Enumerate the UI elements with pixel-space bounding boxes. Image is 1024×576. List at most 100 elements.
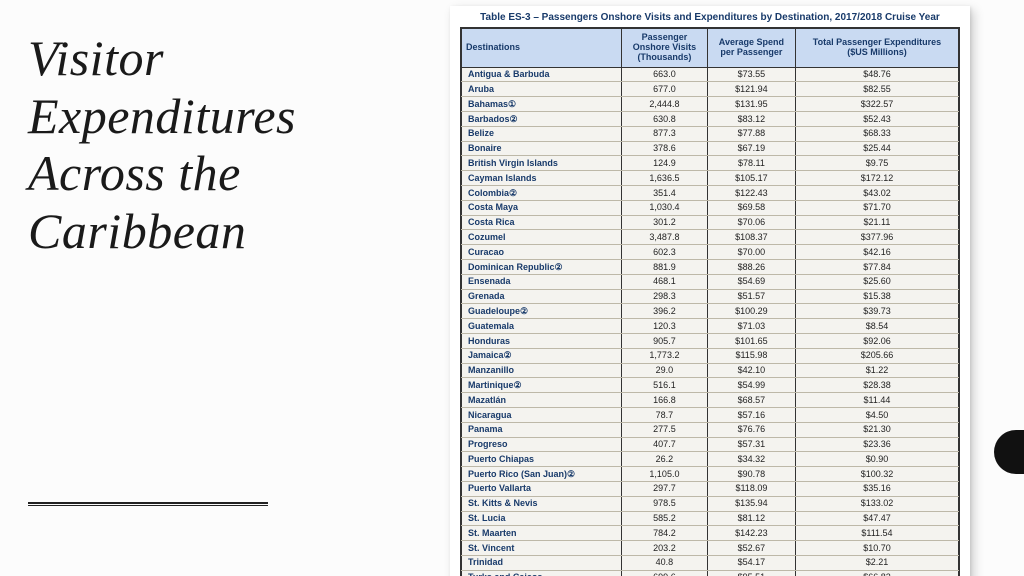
value-cell: $172.12 xyxy=(795,171,958,186)
value-cell: $131.95 xyxy=(707,97,795,112)
value-cell: 978.5 xyxy=(622,496,708,511)
destination-cell: Puerto Vallarta xyxy=(462,481,622,496)
destination-cell: Martinique② xyxy=(462,378,622,393)
value-cell: $35.16 xyxy=(795,481,958,496)
value-cell: $10.70 xyxy=(795,541,958,556)
destination-cell: Puerto Rico (San Juan)② xyxy=(462,467,622,482)
table-row: Dominican Republic②881.9$88.26$77.84 xyxy=(462,260,959,275)
table-header: DestinationsPassengerOnshore Visits(Thou… xyxy=(462,29,959,68)
value-cell: $34.32 xyxy=(707,452,795,467)
value-cell: 124.9 xyxy=(622,156,708,171)
value-cell: 663.0 xyxy=(622,67,708,82)
destination-cell: Costa Rica xyxy=(462,215,622,230)
value-cell: 26.2 xyxy=(622,452,708,467)
value-cell: $67.19 xyxy=(707,141,795,156)
value-cell: 699.6 xyxy=(622,570,708,576)
value-cell: $68.33 xyxy=(795,126,958,141)
value-cell: 40.8 xyxy=(622,555,708,570)
value-cell: $54.99 xyxy=(707,378,795,393)
value-cell: 396.2 xyxy=(622,304,708,319)
value-cell: $73.55 xyxy=(707,67,795,82)
value-cell: 351.4 xyxy=(622,186,708,201)
right-panel: Table ES-3 – Passengers Onshore Visits a… xyxy=(430,0,1024,576)
table-row: St. Vincent203.2$52.67$10.70 xyxy=(462,541,959,556)
value-cell: $66.82 xyxy=(795,570,958,576)
expenditures-table: DestinationsPassengerOnshore Visits(Thou… xyxy=(461,28,959,576)
value-cell: 3,487.8 xyxy=(622,230,708,245)
destination-cell: Guatemala xyxy=(462,319,622,334)
value-cell: $42.16 xyxy=(795,245,958,260)
value-cell: 677.0 xyxy=(622,82,708,97)
value-cell: 203.2 xyxy=(622,541,708,556)
value-cell: $1.22 xyxy=(795,363,958,378)
value-cell: 877.3 xyxy=(622,126,708,141)
value-cell: $70.00 xyxy=(707,245,795,260)
table-scan: Table ES-3 – Passengers Onshore Visits a… xyxy=(450,6,970,576)
table-row: Puerto Chiapas26.2$34.32$0.90 xyxy=(462,452,959,467)
table-row: Guadeloupe②396.2$100.29$39.73 xyxy=(462,304,959,319)
value-cell: 378.6 xyxy=(622,141,708,156)
destination-cell: Curacao xyxy=(462,245,622,260)
value-cell: $377.96 xyxy=(795,230,958,245)
value-cell: $108.37 xyxy=(707,230,795,245)
table-row: Belize877.3$77.88$68.33 xyxy=(462,126,959,141)
value-cell: 630.8 xyxy=(622,112,708,127)
value-cell: $115.98 xyxy=(707,348,795,363)
value-cell: $69.58 xyxy=(707,200,795,215)
destination-cell: Guadeloupe② xyxy=(462,304,622,319)
value-cell: $39.73 xyxy=(795,304,958,319)
value-cell: $121.94 xyxy=(707,82,795,97)
value-cell: $8.54 xyxy=(795,319,958,334)
value-cell: $322.57 xyxy=(795,97,958,112)
table-row: Costa Maya1,030.4$69.58$71.70 xyxy=(462,200,959,215)
value-cell: $76.76 xyxy=(707,422,795,437)
value-cell: $68.57 xyxy=(707,393,795,408)
value-cell: $70.06 xyxy=(707,215,795,230)
table-row: Bahamas①2,444.8$131.95$322.57 xyxy=(462,97,959,112)
table-row: Barbados②630.8$83.12$52.43 xyxy=(462,112,959,127)
table-row: Grenada298.3$51.57$15.38 xyxy=(462,289,959,304)
title-underline xyxy=(28,502,268,506)
table-row: Manzanillo29.0$42.10$1.22 xyxy=(462,363,959,378)
destination-cell: Aruba xyxy=(462,82,622,97)
value-cell: $54.69 xyxy=(707,274,795,289)
destination-cell: Costa Maya xyxy=(462,200,622,215)
value-cell: $101.65 xyxy=(707,334,795,349)
value-cell: $95.51 xyxy=(707,570,795,576)
col-header-2: Average Spendper Passenger xyxy=(707,29,795,68)
table-rows: Antigua & Barbuda663.0$73.55$48.76Aruba6… xyxy=(462,67,959,576)
table-row: Nicaragua78.7$57.16$4.50 xyxy=(462,408,959,423)
value-cell: $77.88 xyxy=(707,126,795,141)
col-header-0: Destinations xyxy=(462,29,622,68)
value-cell: 166.8 xyxy=(622,393,708,408)
destination-cell: Honduras xyxy=(462,334,622,349)
table-row: Bonaire378.6$67.19$25.44 xyxy=(462,141,959,156)
value-cell: 881.9 xyxy=(622,260,708,275)
destination-cell: Mazatlán xyxy=(462,393,622,408)
value-cell: $48.76 xyxy=(795,67,958,82)
table-row: Panama277.5$76.76$21.30 xyxy=(462,422,959,437)
table-row: Colombia②351.4$122.43$43.02 xyxy=(462,186,959,201)
value-cell: 1,030.4 xyxy=(622,200,708,215)
table-row: St. Maarten784.2$142.23$111.54 xyxy=(462,526,959,541)
value-cell: $25.60 xyxy=(795,274,958,289)
value-cell: $47.47 xyxy=(795,511,958,526)
value-cell: $135.94 xyxy=(707,496,795,511)
value-cell: $2.21 xyxy=(795,555,958,570)
destination-cell: Jamaica② xyxy=(462,348,622,363)
value-cell: $4.50 xyxy=(795,408,958,423)
destination-cell: Cayman Islands xyxy=(462,171,622,186)
table-row: Puerto Vallarta297.7$118.09$35.16 xyxy=(462,481,959,496)
destination-cell: Colombia② xyxy=(462,186,622,201)
slide-title: VisitorExpendituresAcross theCaribbean xyxy=(28,30,410,260)
value-cell: 468.1 xyxy=(622,274,708,289)
table-row: British Virgin Islands124.9$78.11$9.75 xyxy=(462,156,959,171)
value-cell: 301.2 xyxy=(622,215,708,230)
value-cell: 29.0 xyxy=(622,363,708,378)
destination-cell: St. Vincent xyxy=(462,541,622,556)
destination-cell: Panama xyxy=(462,422,622,437)
table-row: Martinique②516.1$54.99$28.38 xyxy=(462,378,959,393)
value-cell: $81.12 xyxy=(707,511,795,526)
value-cell: 297.7 xyxy=(622,481,708,496)
value-cell: $25.44 xyxy=(795,141,958,156)
